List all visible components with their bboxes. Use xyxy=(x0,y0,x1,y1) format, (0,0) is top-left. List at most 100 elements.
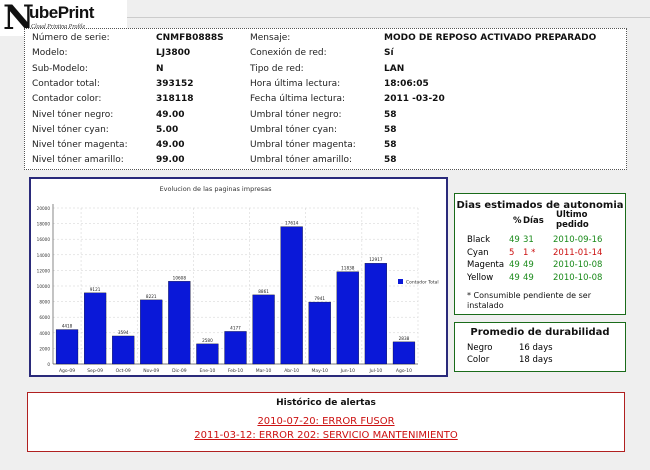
toner-last-order: 2010-10-08 xyxy=(553,272,603,283)
info-value: N xyxy=(156,63,164,74)
info-label: Modelo: xyxy=(32,48,68,59)
bar xyxy=(336,271,359,365)
autonomy-row: Black 49 31 2010-09-16 xyxy=(467,234,627,246)
alert-link[interactable]: 2011-03-12: ERROR 202: SERVICIO MANTENIM… xyxy=(194,430,458,441)
durability-value: 16 days xyxy=(519,343,553,353)
x-tick-label: Jun-10 xyxy=(340,368,356,374)
alert-link[interactable]: 2010-07-20: ERROR FUSOR xyxy=(257,416,395,427)
y-tick-label: 10000 xyxy=(37,284,51,289)
bar-value-label: 8861 xyxy=(258,289,269,294)
x-tick-label: Sep-09 xyxy=(87,368,103,374)
printer-info-panel: Número de serie: CNMFB0888S Modelo: LJ380… xyxy=(24,28,627,170)
autonomy-note: * Consumible pendiente de ser instalado xyxy=(467,291,591,310)
y-tick-label: 8000 xyxy=(39,300,50,305)
toner-name: Yellow xyxy=(467,272,494,283)
x-tick-label: Mar-10 xyxy=(256,368,272,374)
header-divider xyxy=(127,17,650,18)
autonomy-title: Dias estimados de autonomia xyxy=(456,200,624,211)
info-value: 5.00 xyxy=(156,124,179,135)
info-value: 58 xyxy=(384,124,397,135)
y-tick-label: 16000 xyxy=(37,237,51,242)
y-tick-label: 4000 xyxy=(39,331,50,336)
info-value: 318118 xyxy=(156,94,194,105)
header-pct: % xyxy=(513,216,522,226)
alerts-history-panel: Histórico de alertas 2010-07-20: ERROR F… xyxy=(27,392,625,452)
toner-name: Black xyxy=(467,235,490,245)
bar xyxy=(140,299,163,365)
chart-svg: Evolucion de las paginas impresas 0 2000 40… xyxy=(37,185,439,374)
bar xyxy=(84,292,107,365)
toner-days: 31 xyxy=(523,235,534,245)
bar-value-label: 3594 xyxy=(118,330,129,335)
info-label: Umbral tóner amarillo: xyxy=(250,155,353,166)
bar-value-label: 11838 xyxy=(341,266,355,271)
bar-value-label: 4418 xyxy=(62,324,73,329)
info-label: Contador color: xyxy=(32,94,102,105)
x-tick-label: Feb-10 xyxy=(228,368,243,374)
y-tick-label: 18000 xyxy=(37,222,51,227)
info-value: 49.00 xyxy=(156,140,185,151)
info-label: Contador total: xyxy=(32,78,100,89)
bar xyxy=(308,301,331,365)
bar xyxy=(252,294,275,365)
info-row: Sub-Modelo: N xyxy=(25,62,626,77)
info-value: Sí xyxy=(384,48,394,59)
info-label: Nivel tóner negro: xyxy=(32,109,114,120)
info-label: Tipo de red: xyxy=(250,63,304,74)
header-days: Días xyxy=(523,216,544,226)
info-value: 58 xyxy=(384,155,397,166)
info-label: Sub-Modelo: xyxy=(32,63,88,74)
info-value: MODO DE REPOSO ACTIVADO PREPARADO xyxy=(384,33,597,43)
info-label: Hora última lectura: xyxy=(250,78,341,89)
bar-value-label: 12917 xyxy=(369,257,383,262)
bar-value-label: 17614 xyxy=(285,221,299,226)
toner-pct: 49 xyxy=(509,235,520,245)
y-tick-label: 14000 xyxy=(37,253,51,258)
bar xyxy=(224,331,247,365)
alerts-title: Histórico de alertas xyxy=(276,398,376,408)
x-tick-label: Abr-10 xyxy=(284,368,299,374)
autonomy-row: Magenta 49 49 2010-10-08 xyxy=(467,259,627,271)
x-tick-label: Ago-10 xyxy=(396,368,412,374)
toner-days: 49 xyxy=(523,272,534,283)
legend-swatch xyxy=(398,279,403,284)
toner-last-order: 2010-09-16 xyxy=(553,235,603,245)
info-value: 58 xyxy=(384,140,397,151)
info-row: Contador total: 393152 xyxy=(25,77,626,92)
logo-tagline: Cloud Printing Profile xyxy=(31,24,86,30)
info-value: LJ3800 xyxy=(156,48,191,59)
legend-label: Contador Total xyxy=(406,280,439,286)
autonomy-panel: Dias estimados de autonomia % Días Ultim… xyxy=(454,193,626,315)
info-value: 99.00 xyxy=(156,155,185,166)
info-label: Mensaje: xyxy=(250,33,291,43)
toner-last-order: 2010-10-08 xyxy=(553,260,603,270)
info-row: Modelo: LJ3800 xyxy=(25,46,626,61)
y-tick-label: 6000 xyxy=(39,315,50,320)
bar xyxy=(112,335,135,365)
autonomy-row: Cyan 5 1 * 2011-01-14 xyxy=(467,247,627,259)
bar-value-label: 10608 xyxy=(173,275,187,280)
x-tick-label: Dic-09 xyxy=(172,368,187,374)
x-tick-label: May-10 xyxy=(311,368,328,374)
info-value: 393152 xyxy=(156,78,194,89)
y-tick-label: 0 xyxy=(47,362,50,367)
logo-brand: ubePrint xyxy=(29,3,94,22)
y-tick-label: 20000 xyxy=(37,206,51,211)
info-label: Fecha última lectura: xyxy=(250,94,346,105)
info-value: 18:06:05 xyxy=(384,78,429,89)
toner-name: Cyan xyxy=(467,247,489,258)
bar-value-label: 8221 xyxy=(146,294,157,299)
info-label: Umbral tóner cyan: xyxy=(250,124,338,135)
bar-value-label: 9121 xyxy=(90,287,101,292)
header-last-order: Ultimo pedido xyxy=(556,210,589,230)
bar-value-label: 2580 xyxy=(202,338,213,343)
bar xyxy=(168,281,191,365)
bar xyxy=(392,341,416,365)
durability-name: Color xyxy=(467,355,490,365)
info-value: CNMFB0888S xyxy=(156,33,224,43)
pages-printed-chart: Evolucion de las paginas impresas 0 2000 40… xyxy=(29,177,448,377)
info-label: Número de serie: xyxy=(32,33,110,43)
durability-name: Negro xyxy=(467,343,493,353)
x-tick-label: Nov-09 xyxy=(143,368,159,374)
bar-value-label: 4177 xyxy=(230,325,241,330)
